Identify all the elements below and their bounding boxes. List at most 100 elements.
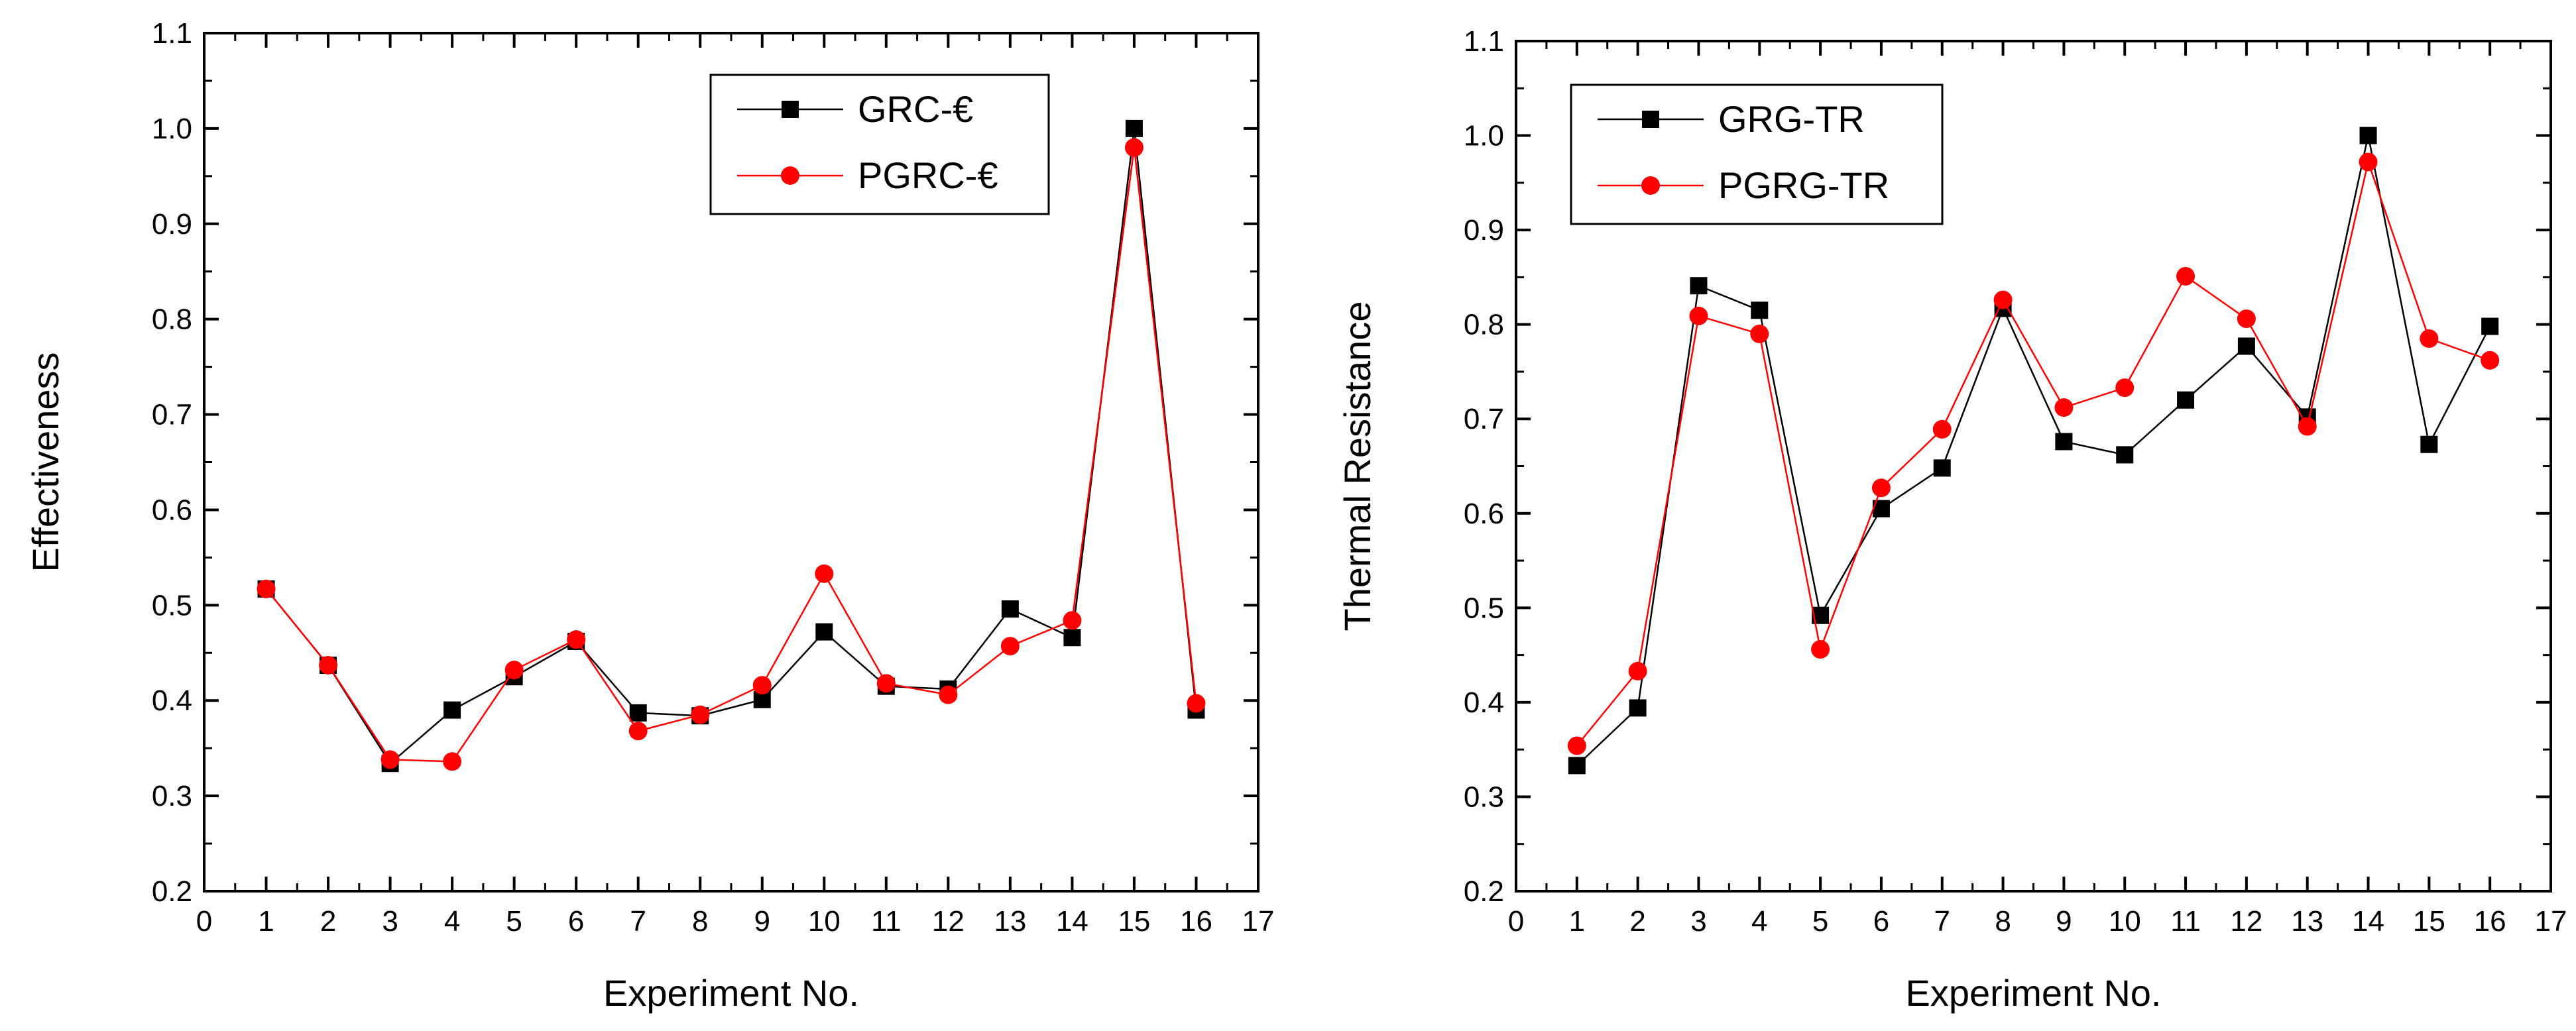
x-tick-label: 4 — [444, 905, 460, 938]
data-point-circle — [1187, 694, 1206, 713]
data-point-square — [1063, 629, 1081, 647]
legend-box — [709, 74, 1050, 215]
data-point-square — [2420, 435, 2438, 453]
data-point-circle — [381, 750, 400, 769]
x-tick-label: 10 — [2109, 905, 2141, 938]
y-tick-label: 1.0 — [1464, 120, 1504, 152]
legend-label: GRG-TR — [1718, 98, 1865, 140]
data-point-circle — [504, 661, 524, 680]
x-tick-label: 10 — [808, 905, 841, 938]
x-tick-label: 9 — [2056, 905, 2072, 938]
data-point-square — [2055, 433, 2073, 451]
x-tick-label: 2 — [1629, 905, 1645, 938]
chart-2: 0 1 2 3 4 5 6 7 8 9 10 11 12 13 14 15 16 170.20.30.40.50.… — [1336, 25, 2567, 1014]
data-point-circle — [1871, 478, 1891, 498]
y-axis-title: Effectiveness — [25, 352, 66, 572]
legend-marker-circle — [781, 166, 799, 185]
legend-label: PGRC-€ — [858, 154, 998, 196]
x-tick-label: 1 — [258, 905, 274, 938]
y-tick-label: 0.6 — [152, 494, 192, 526]
data-point-circle — [1628, 661, 1647, 680]
data-point-circle — [443, 752, 462, 771]
x-tick-label: 5 — [1812, 905, 1828, 938]
data-point-circle — [1689, 306, 1708, 325]
data-point-square — [2177, 391, 2195, 409]
data-point-circle — [1811, 640, 1830, 659]
y-tick-label: 1.0 — [152, 113, 192, 145]
legend: GRC-€ PGRC-€ — [709, 74, 1050, 215]
chart-1: 0 1 2 3 4 5 6 7 8 9 10 11 12 13 14 15 16 170.20.30.40.50.… — [25, 17, 1274, 1014]
x-tick-label: 3 — [382, 905, 398, 938]
data-point-square — [1933, 459, 1951, 477]
data-point-square — [2359, 127, 2377, 144]
x-tick-label: 6 — [568, 905, 584, 938]
y-tick-label: 0.5 — [1464, 592, 1504, 624]
data-point-circle — [1750, 324, 1769, 343]
data-point-circle — [1993, 290, 2013, 309]
x-tick-label: 8 — [1995, 905, 2011, 938]
x-tick-label: 16 — [1180, 905, 1212, 938]
legend-label: PGRG-TR — [1718, 164, 1889, 206]
x-tick-label: 9 — [754, 905, 770, 938]
series-line-PGRG-TR — [1576, 158, 2490, 747]
x-tick-label: 1 — [1569, 905, 1585, 938]
x-tick-label: 0 — [196, 905, 212, 938]
x-tick-label: 14 — [1056, 905, 1088, 938]
y-tick-label: 0.3 — [1464, 781, 1504, 813]
y-tick-label: 0.8 — [1464, 309, 1504, 341]
data-point-circle — [2481, 351, 2500, 370]
x-tick-label: 3 — [1690, 905, 1706, 938]
y-axis-title: Thermal Resistance — [1336, 301, 1378, 631]
series-line-PGRC-€ — [265, 147, 1197, 763]
y-tick-label: 0.5 — [152, 589, 192, 622]
x-tick-label: 17 — [2535, 905, 2567, 938]
y-tick-label: 1.1 — [1464, 25, 1504, 58]
x-tick-label: 15 — [1118, 905, 1150, 938]
data-point-circle — [2420, 329, 2439, 349]
data-point-circle — [2237, 309, 2256, 329]
data-point-circle — [2054, 398, 2074, 417]
y-tick-label: 1.1 — [152, 17, 192, 50]
y-tick-label: 0.7 — [1464, 403, 1504, 435]
y-tick-label: 0.9 — [1464, 214, 1504, 246]
legend-label: GRC-€ — [858, 88, 973, 130]
data-point-square — [2237, 337, 2255, 355]
x-tick-label: 11 — [2170, 905, 2201, 938]
legend-marker-square — [1642, 111, 1659, 128]
data-point-square — [1001, 600, 1019, 618]
y-tick-label: 0.2 — [152, 875, 192, 908]
data-point-circle — [257, 579, 276, 598]
y-tick-label: 0.9 — [152, 208, 192, 241]
x-tick-label: 12 — [2230, 905, 2262, 938]
data-point-circle — [691, 705, 710, 724]
legend: GRG-TR PGRG-TR — [1570, 83, 1944, 225]
x-tick-label: 0 — [1508, 905, 1524, 938]
data-point-square — [1751, 301, 1769, 319]
x-tick-label: 13 — [2291, 905, 2323, 938]
y-tick-label: 0.4 — [152, 684, 192, 717]
data-point-circle — [2298, 417, 2317, 436]
x-tick-label: 4 — [1751, 905, 1767, 938]
x-tick-label: 12 — [932, 905, 965, 938]
data-point-circle — [1932, 419, 1952, 439]
x-tick-label: 7 — [1934, 905, 1950, 938]
y-tick-label: 0.6 — [1464, 498, 1504, 530]
data-point-circle — [1124, 138, 1143, 157]
x-tick-label: 11 — [871, 905, 902, 938]
x-tick-label: 16 — [2474, 905, 2506, 938]
data-point-square — [1629, 699, 1647, 717]
data-point-circle — [628, 722, 648, 741]
data-point-circle — [319, 655, 338, 675]
data-point-square — [1125, 119, 1143, 137]
y-tick-label: 0.7 — [152, 399, 192, 431]
legend-marker-circle — [1641, 176, 1660, 195]
data-point-circle — [567, 630, 586, 649]
x-tick-label: 6 — [1873, 905, 1889, 938]
y-tick-label: 0.2 — [1464, 875, 1504, 908]
legend-box — [1570, 83, 1944, 225]
data-point-square — [2116, 446, 2134, 464]
data-point-square — [815, 623, 833, 641]
x-tick-label: 8 — [692, 905, 708, 938]
data-point-square — [629, 704, 647, 722]
data-point-square — [443, 701, 461, 719]
